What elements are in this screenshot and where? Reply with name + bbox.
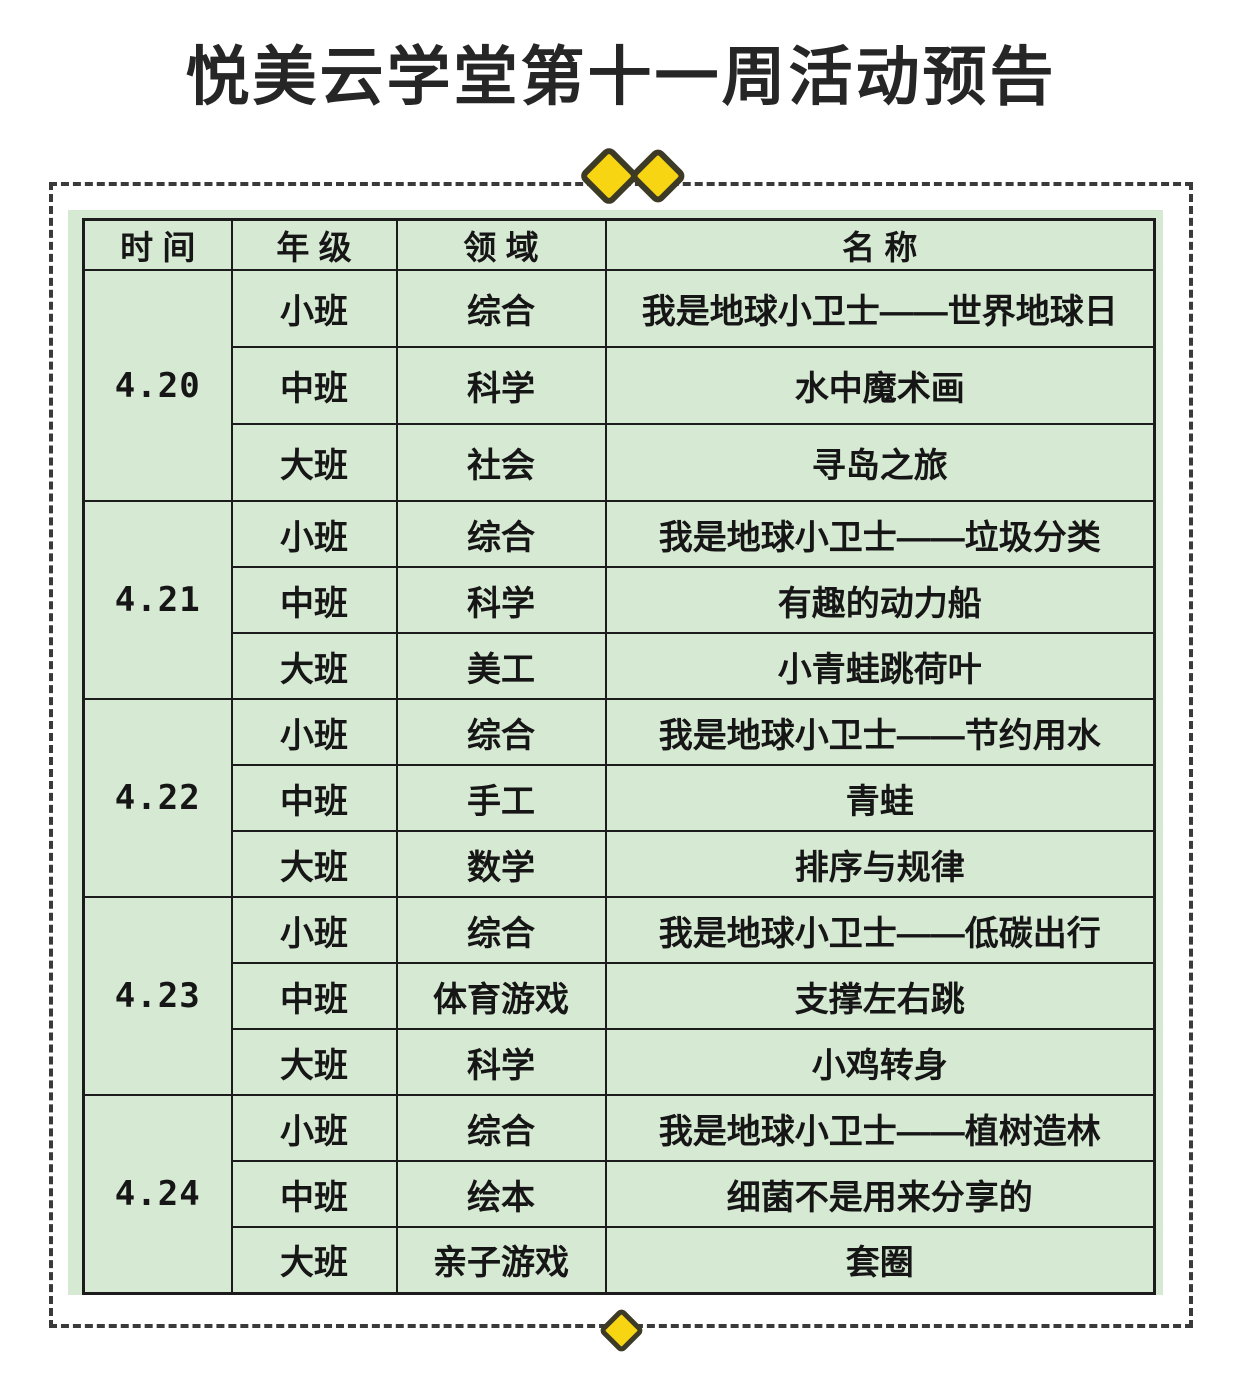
field-cell: 科学 <box>395 346 607 425</box>
field-cell: 综合 <box>395 500 607 568</box>
grade-cell: 中班 <box>230 566 398 634</box>
activity-name-cell: 我是地球小卫士——世界地球日 <box>604 269 1156 348</box>
activity-schedule-table: 时 间 年 级 领 域 名 称 4.20 小班 综合 我是地球小卫士——世界地球… <box>82 218 1156 1295</box>
activity-name-cell: 有趣的动力船 <box>604 566 1156 634</box>
grade-cell: 中班 <box>230 962 398 1030</box>
table-row: 中班 科学 有趣的动力船 <box>84 566 1156 634</box>
grade-cell: 中班 <box>230 764 398 832</box>
activity-name-cell: 套圈 <box>604 1226 1156 1294</box>
table-row: 中班 体育游戏 支撑左右跳 <box>84 962 1156 1030</box>
activity-name-cell: 小青蛙跳荷叶 <box>604 632 1156 700</box>
table-row: 大班 亲子游戏 套圈 <box>84 1226 1156 1294</box>
table-row: 大班 社会 寻岛之旅 <box>84 423 1156 502</box>
field-cell: 科学 <box>395 1028 607 1096</box>
header-row: 时 间 年 级 领 域 名 称 <box>82 218 1156 271</box>
grade-cell: 大班 <box>230 632 398 700</box>
table-row: 4.23 小班 综合 我是地球小卫士——低碳出行 <box>82 896 1156 1096</box>
field-cell: 综合 <box>395 698 607 766</box>
activity-name-cell: 细菌不是用来分享的 <box>604 1160 1156 1228</box>
grade-cell: 中班 <box>230 346 398 425</box>
field-cell: 体育游戏 <box>395 962 607 1030</box>
activity-name-cell: 寻岛之旅 <box>604 423 1156 502</box>
activity-name-cell: 我是地球小卫士——垃圾分类 <box>604 500 1156 568</box>
table-row: 中班 手工 青蛙 <box>84 764 1156 832</box>
field-cell: 手工 <box>395 764 607 832</box>
field-cell: 科学 <box>395 566 607 634</box>
table-row: 4.21 小班 综合 我是地球小卫士——垃圾分类 <box>82 500 1156 700</box>
table-row: 大班 科学 小鸡转身 <box>84 1028 1156 1096</box>
grade-cell: 大班 <box>230 423 398 502</box>
field-cell: 美工 <box>395 632 607 700</box>
time-cell: 4.24 <box>82 1094 233 1294</box>
table-row: 中班 绘本 细菌不是用来分享的 <box>84 1160 1156 1228</box>
table-row: 4.22 小班 综合 我是地球小卫士——节约用水 <box>82 698 1156 898</box>
field-cell: 社会 <box>395 423 607 502</box>
grade-cell: 大班 <box>230 830 398 898</box>
grade-cell: 大班 <box>230 1226 398 1294</box>
field-cell: 绘本 <box>395 1160 607 1228</box>
grade-cell: 中班 <box>230 1160 398 1228</box>
activity-name-cell: 我是地球小卫士——低碳出行 <box>604 896 1156 964</box>
time-cell: 4.23 <box>82 896 233 1096</box>
activity-name-cell: 我是地球小卫士——节约用水 <box>604 698 1156 766</box>
grade-cell: 小班 <box>230 1094 398 1162</box>
time-cell: 4.22 <box>82 698 233 898</box>
table-row: 中班 科学 水中魔术画 <box>84 346 1156 425</box>
header-grade: 年 级 <box>230 218 398 271</box>
field-cell: 综合 <box>395 269 607 348</box>
header-field: 领 域 <box>395 218 607 271</box>
table-row: 大班 美工 小青蛙跳荷叶 <box>84 632 1156 700</box>
field-cell: 综合 <box>395 1094 607 1162</box>
activity-name-cell: 支撑左右跳 <box>604 962 1156 1030</box>
table-row: 4.24 小班 综合 我是地球小卫士——植树造林 <box>82 1094 1156 1294</box>
field-cell: 数学 <box>395 830 607 898</box>
grade-cell: 小班 <box>230 698 398 766</box>
activity-name-cell: 我是地球小卫士——植树造林 <box>604 1094 1156 1162</box>
activity-name-cell: 小鸡转身 <box>604 1028 1156 1096</box>
time-cell: 4.20 <box>82 269 233 502</box>
field-cell: 亲子游戏 <box>395 1226 607 1294</box>
activity-name-cell: 排序与规律 <box>604 830 1156 898</box>
page-title: 悦美云学堂第十一周活动预告 <box>185 41 1057 113</box>
activity-name-cell: 青蛙 <box>604 764 1156 832</box>
grade-cell: 大班 <box>230 1028 398 1096</box>
table-row: 大班 数学 排序与规律 <box>84 830 1156 898</box>
grade-cell: 小班 <box>230 269 398 348</box>
grade-cell: 小班 <box>230 500 398 568</box>
field-cell: 综合 <box>395 896 607 964</box>
table-row: 4.20 小班 综合 我是地球小卫士——世界地球日 <box>82 269 1156 502</box>
header-name: 名 称 <box>604 218 1156 271</box>
header-time: 时 间 <box>82 218 233 271</box>
grade-cell: 小班 <box>230 896 398 964</box>
time-cell: 4.21 <box>82 500 233 700</box>
activity-name-cell: 水中魔术画 <box>604 346 1156 425</box>
